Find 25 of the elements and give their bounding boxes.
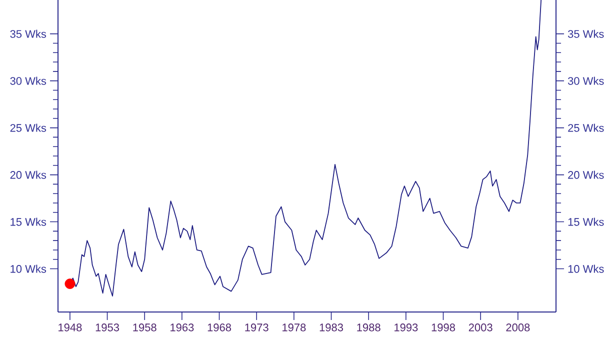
x-tick-label: 1978 [282, 324, 306, 332]
y-tick-label: 35 Wks [10, 30, 46, 38]
x-tick-label: 1998 [432, 324, 456, 332]
x-tick-label: 2003 [468, 324, 492, 332]
y2-tick-label: 30 Wks [568, 76, 604, 85]
x-tick-label: 1993 [394, 324, 418, 332]
x-tick-label: 1948 [58, 324, 82, 332]
y2-tick-label: 15 Wks [568, 218, 604, 226]
x-tick-label: 1988 [357, 324, 380, 332]
y-tick-label: 15 Wks [10, 218, 46, 226]
y2-tick-label: 35 Wks [568, 30, 604, 38]
x-tick-label: 1973 [245, 324, 268, 332]
x-tick-label: 1983 [320, 324, 344, 332]
y-tick-label: 30 Wks [10, 76, 46, 85]
y-tick-label: 10 Wks [10, 264, 46, 273]
x-tick-label: 1968 [208, 324, 232, 332]
y-tick-label: 25 Wks [10, 124, 46, 132]
y-tick-label: 20 Wks [10, 170, 46, 179]
y2-tick-label: 20 Wks [568, 170, 604, 179]
x-tick-label: 1953 [96, 324, 120, 332]
x-tick-label: 1963 [170, 324, 194, 332]
x-tick-label: 2008 [506, 324, 530, 332]
x-tick-label: 1958 [133, 324, 156, 332]
y2-tick-label: 25 Wks [568, 124, 604, 132]
y2-tick-label: 10 Wks [568, 264, 604, 273]
